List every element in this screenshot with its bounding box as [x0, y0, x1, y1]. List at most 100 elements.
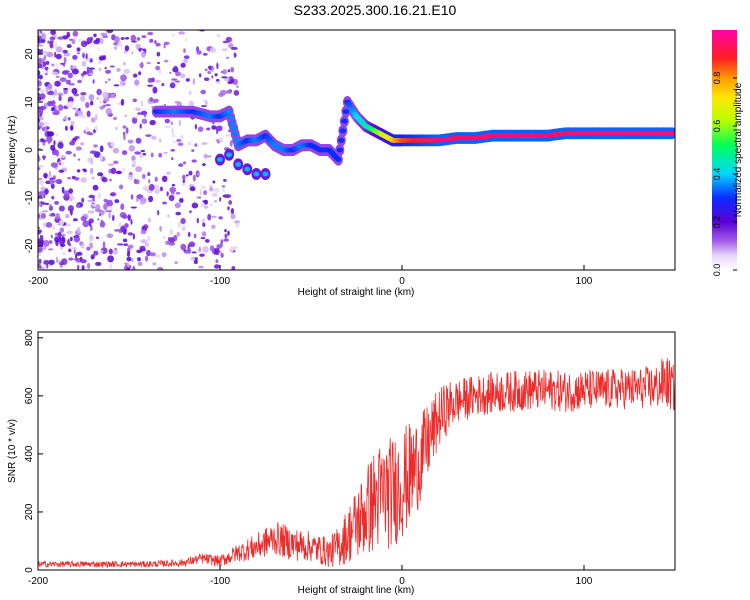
- noise-speckle: [227, 81, 234, 85]
- noise-speckle: [213, 187, 220, 193]
- noise-speckle: [147, 31, 154, 36]
- noise-speckle: [55, 53, 62, 60]
- noise-speckle: [40, 213, 46, 219]
- noise-speckle: [76, 47, 81, 52]
- noise-speckle: [210, 203, 213, 207]
- noise-speckle: [120, 225, 126, 233]
- noise-speckle: [221, 76, 228, 79]
- noise-speckle: [120, 203, 125, 210]
- noise-speckle: [44, 72, 48, 76]
- noise-speckle: [130, 206, 137, 209]
- noise-speckle: [161, 252, 167, 258]
- noise-speckle: [59, 155, 66, 158]
- noise-speckle: [38, 226, 41, 230]
- noise-speckle: [68, 242, 72, 247]
- noise-speckle: [185, 174, 189, 177]
- noise-speckle: [161, 175, 168, 182]
- noise-speckle: [171, 157, 174, 161]
- noise-speckle: [171, 127, 175, 135]
- noise-speckle: [192, 78, 196, 85]
- noise-speckle: [158, 152, 163, 158]
- noise-speckle: [123, 133, 126, 141]
- noise-speckle: [51, 195, 55, 200]
- noise-speckle: [199, 189, 202, 196]
- noise-speckle: [90, 100, 94, 106]
- noise-speckle: [95, 204, 101, 211]
- noise-speckle: [227, 206, 230, 211]
- branch-point: [217, 157, 223, 163]
- noise-speckle: [80, 115, 86, 119]
- noise-speckle: [63, 222, 67, 226]
- noise-speckle: [122, 238, 128, 243]
- y-tick-label: 600: [24, 387, 35, 404]
- noise-speckle: [203, 52, 208, 56]
- noise-speckle: [196, 50, 202, 55]
- noise-speckle: [161, 83, 165, 87]
- noise-speckle: [137, 257, 141, 262]
- noise-speckle: [59, 227, 65, 233]
- noise-speckle: [38, 195, 43, 198]
- noise-speckle: [115, 170, 122, 174]
- noise-speckle: [191, 159, 197, 163]
- noise-speckle: [43, 240, 50, 247]
- noise-speckle: [149, 119, 156, 126]
- noise-speckle: [120, 37, 125, 40]
- noise-speckle: [112, 249, 119, 256]
- noise-speckle: [120, 98, 125, 106]
- noise-speckle: [162, 236, 166, 239]
- noise-speckle: [183, 249, 187, 252]
- branch-point: [235, 162, 242, 167]
- noise-speckle: [211, 75, 214, 79]
- noise-speckle: [142, 186, 149, 191]
- noise-speckle: [169, 71, 172, 74]
- noise-speckle: [50, 144, 56, 151]
- noise-speckle: [180, 218, 186, 225]
- noise-speckle: [168, 236, 171, 242]
- noise-speckle: [93, 250, 99, 256]
- noise-speckle: [41, 33, 47, 40]
- noise-speckle: [49, 170, 52, 176]
- noise-speckle: [175, 71, 181, 77]
- noise-speckle: [113, 84, 120, 87]
- noise-speckle: [113, 229, 120, 232]
- noise-speckle: [132, 233, 135, 240]
- noise-speckle: [157, 209, 160, 216]
- noise-speckle: [187, 231, 191, 238]
- noise-speckle: [91, 203, 97, 207]
- x-tick-label: 100: [576, 576, 593, 587]
- noise-speckle: [80, 40, 88, 48]
- noise-speckle: [218, 137, 224, 142]
- noise-speckle: [123, 68, 130, 75]
- noise-speckle: [55, 133, 59, 137]
- noise-speckle: [223, 238, 229, 242]
- x-tick-label: 0: [399, 276, 405, 287]
- noise-speckle: [193, 233, 197, 239]
- noise-speckle: [185, 78, 190, 82]
- noise-speckle: [124, 114, 128, 118]
- noise-speckle: [138, 71, 142, 76]
- noise-speckle: [71, 68, 79, 75]
- noise-speckle: [156, 51, 161, 57]
- noise-speckle: [141, 51, 146, 58]
- noise-speckle: [52, 111, 60, 116]
- noise-speckle: [68, 83, 75, 86]
- noise-speckle: [236, 85, 239, 89]
- y-tick-label: -10: [24, 190, 35, 205]
- noise-speckle: [119, 184, 124, 190]
- noise-speckle: [228, 200, 233, 205]
- noise-speckle: [122, 82, 126, 85]
- noise-speckle: [68, 257, 74, 261]
- noise-speckle: [95, 37, 101, 42]
- noise-speckle: [66, 102, 70, 108]
- noise-speckle: [146, 62, 151, 64]
- noise-speckle: [73, 218, 78, 222]
- noise-speckle: [89, 72, 94, 76]
- noise-speckle: [66, 223, 71, 227]
- noise-speckle: [176, 139, 182, 142]
- noise-speckle: [124, 37, 130, 40]
- noise-speckle: [95, 113, 98, 121]
- noise-speckle: [57, 231, 62, 239]
- noise-speckle: [127, 232, 134, 236]
- noise-speckle: [196, 196, 202, 199]
- noise-speckle: [44, 66, 49, 71]
